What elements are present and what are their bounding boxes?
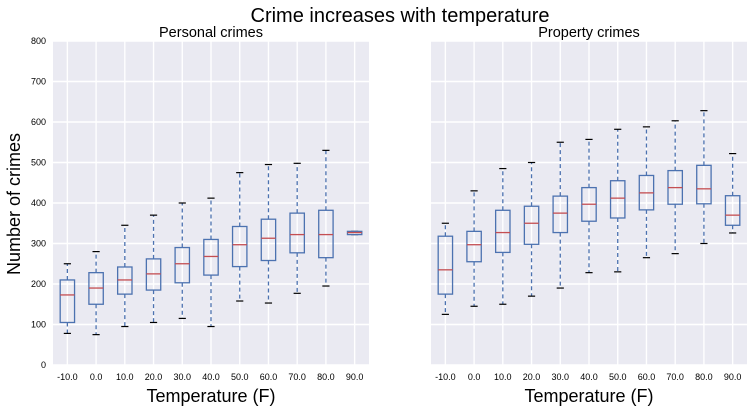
x-tick-label: 30.0 [174, 372, 192, 382]
box-iqr [174, 246, 191, 284]
y-tick-label: 0 [41, 360, 46, 370]
y-tick-label: 800 [31, 36, 46, 46]
x-tick-label: 10.0 [494, 372, 512, 382]
x-tick-label: 40.0 [202, 372, 220, 382]
box-iqr [609, 180, 626, 219]
box-iqr [289, 212, 306, 254]
box-iqr [203, 238, 219, 276]
box-iqr [466, 230, 482, 263]
x-tick-labels: -10.0 0.0 10.0 20.0 30.0 40.0 50.0 60.0 70.0 80.0… [57, 372, 363, 382]
box-plot-0.0 [88, 251, 104, 336]
x-tick-label: 60.0 [260, 372, 278, 382]
x-tick-label: 80.0 [317, 372, 335, 382]
y-tick-label: 200 [31, 279, 46, 289]
y-tick-label: 300 [31, 239, 46, 249]
box-plot-10.0 [116, 224, 133, 328]
box-plot-90.0 [724, 152, 741, 234]
x-tick-label: 90.0 [724, 372, 742, 382]
y-tick-label: 100 [31, 320, 46, 330]
x-tick-labels: -10.0 0.0 10.0 20.0 30.0 40.0 50.0 60.0 70.0 80.0… [435, 372, 741, 382]
x-tick-label: 50.0 [609, 372, 627, 382]
x-tick-label: 20.0 [145, 372, 163, 382]
y-axis-label: Number of crimes [4, 133, 24, 275]
y-tick-label: 700 [31, 77, 46, 87]
x-axis-label: Temperature (F) [524, 386, 653, 406]
box-iqr [724, 195, 741, 226]
box-plot-30.0 [174, 202, 191, 320]
x-tick-label: 0.0 [90, 372, 103, 382]
x-axis-label: Temperature (F) [146, 386, 275, 406]
box-iqr [437, 235, 454, 295]
box-plot-20.0 [523, 161, 540, 297]
box-iqr [696, 164, 712, 205]
x-tick-label: 0.0 [468, 372, 481, 382]
property-crimes-panel: -10.0 0.0 10.0 20.0 30.0 40.0 50.0 60.0 70.0 80.0… [431, 25, 747, 406]
box-plot-40.0 [581, 138, 597, 274]
box-plot-60.0 [638, 126, 655, 259]
box-plot-70.0 [289, 162, 306, 294]
box-iqr [552, 195, 569, 234]
box-plots [437, 110, 741, 315]
x-tick-label: 10.0 [116, 372, 134, 382]
y-tick-label: 400 [31, 198, 46, 208]
figure-title: Crime increases with temperature [251, 5, 550, 27]
x-tick-label: 30.0 [552, 372, 570, 382]
box-plot-80.0 [696, 110, 712, 245]
box-plot-60.0 [260, 163, 277, 304]
x-tick-label: -10.0 [57, 372, 78, 382]
box-plot-10.0 [494, 167, 511, 305]
box-iqr [260, 218, 277, 262]
y-tick-label: 600 [31, 117, 46, 127]
x-tick-label: 80.0 [695, 372, 713, 382]
panel-title: Personal crimes [159, 25, 263, 41]
box-plot-70.0 [667, 120, 684, 255]
x-tick-label: 70.0 [666, 372, 684, 382]
x-tick-label: 70.0 [288, 372, 306, 382]
x-tick-label: 60.0 [638, 372, 656, 382]
panel-title: Property crimes [538, 25, 640, 41]
box-plot-30.0 [552, 141, 569, 289]
box-plot-0.0 [466, 190, 482, 307]
box-plot--10.0 [59, 263, 76, 335]
box-plot-90.0 [346, 230, 363, 236]
y-tick-labels: 0 100 200 300 400 500 600 700 800 [31, 36, 46, 370]
personal-crimes-panel: 0 100 200 300 400 500 600 700 800 -10.0 0.0 10.0 20… [31, 25, 369, 406]
box-iqr [59, 279, 76, 324]
box-plot-20.0 [145, 214, 162, 324]
box-iqr [523, 205, 540, 245]
box-plot-50.0 [609, 128, 626, 273]
y-tick-label: 500 [31, 158, 46, 168]
x-tick-label: 90.0 [346, 372, 364, 382]
x-tick-label: -10.0 [435, 372, 456, 382]
box-plot-40.0 [203, 197, 219, 328]
box-plots [59, 149, 363, 336]
x-tick-label: 40.0 [580, 372, 598, 382]
box-iqr [231, 225, 248, 268]
x-tick-label: 50.0 [231, 372, 249, 382]
box-plot-80.0 [318, 149, 334, 287]
box-plot-50.0 [231, 172, 248, 302]
box-plot--10.0 [437, 222, 454, 315]
box-iqr [494, 209, 511, 254]
x-tick-label: 20.0 [523, 372, 541, 382]
